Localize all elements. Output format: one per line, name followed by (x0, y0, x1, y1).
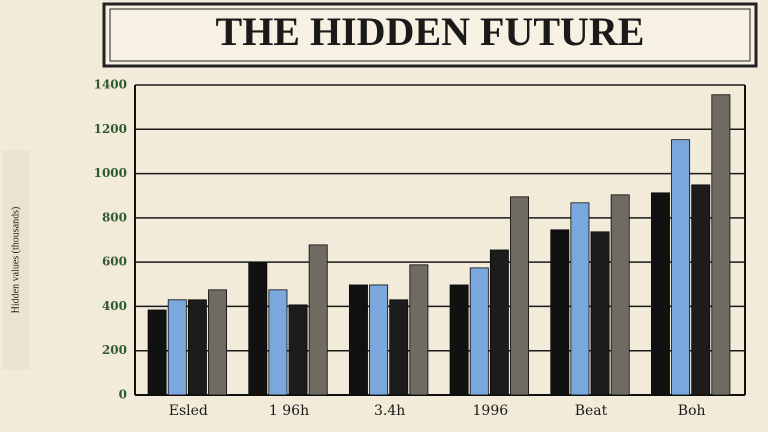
y-tick-label: 0 (119, 388, 127, 402)
y-tick-label: 600 (102, 255, 127, 269)
bar (369, 284, 389, 396)
x-tick-label: Boh (678, 403, 706, 419)
bar (248, 262, 268, 396)
bar (147, 309, 167, 396)
x-tick-label: 1996 (473, 403, 509, 419)
bar (409, 264, 429, 396)
bar (590, 231, 610, 396)
title-banner-inner (109, 8, 751, 62)
bar (550, 229, 570, 396)
bar (268, 289, 288, 396)
bar (469, 267, 489, 396)
x-tick-label: 3.4h (374, 403, 405, 419)
bar (308, 244, 328, 396)
bar (510, 196, 530, 396)
bar (489, 249, 509, 396)
chart-title: THE HIDDEN FUTURE (216, 9, 645, 54)
x-tick-label: Beat (575, 403, 608, 419)
x-tick-label: 1 96h (269, 403, 309, 419)
title-banner (102, 2, 758, 68)
bar (288, 304, 308, 396)
bar (208, 289, 227, 396)
bar (711, 94, 731, 396)
bar (187, 299, 207, 396)
bar (348, 284, 368, 396)
bar (651, 192, 670, 396)
bar (449, 284, 469, 396)
y-label-box (2, 150, 30, 370)
y-tick-label: 800 (102, 210, 127, 224)
bar (691, 184, 711, 396)
bar (389, 299, 409, 396)
y-tick-label: 400 (102, 299, 127, 313)
bar (610, 194, 630, 396)
y-tick-label: 1400 (94, 78, 127, 92)
x-tick-label: Esled (169, 403, 208, 419)
bar (570, 202, 590, 396)
y-axis-label: Hidden values (thousands) (10, 207, 21, 314)
bar (671, 139, 691, 396)
y-tick-label: 1000 (94, 166, 127, 180)
y-tick-label: 1200 (94, 122, 127, 136)
bar (167, 299, 187, 396)
y-tick-label: 200 (102, 343, 127, 357)
